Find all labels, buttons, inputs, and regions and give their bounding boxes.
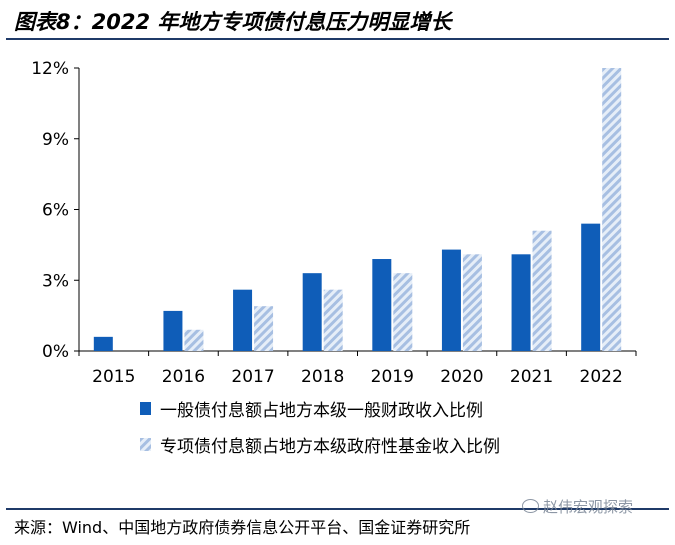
bar-chart: 0% 3% 6% 9% 12% 2015 2016 2017 2018 2019 2020 2021…: [31, 59, 637, 387]
bar-special-bond: [254, 306, 274, 351]
x-tick-label: 2018: [301, 367, 344, 387]
bar-special-bond: [462, 254, 482, 351]
x-tick-label: 2019: [371, 367, 414, 387]
y-tick-label: 0%: [42, 342, 69, 362]
y-tick-label: 9%: [42, 130, 69, 150]
legend-swatch-hatched: [140, 437, 151, 451]
bar-general-bond: [302, 273, 322, 351]
figure-title: 图表8：2022 年地方专项债付息压力明显增长: [14, 10, 452, 34]
y-tick-label: 3%: [42, 271, 69, 291]
y-tick-label: 6%: [42, 201, 69, 221]
bar-special-bond: [323, 289, 343, 351]
footer-divider: [6, 508, 669, 510]
x-tick-label: 2021: [510, 367, 553, 387]
legend-item-special-bond: 专项债付息额占地方本级政府性基金收入比例: [140, 432, 500, 457]
bar-special-bond: [393, 273, 413, 351]
bar-general-bond: [581, 223, 601, 351]
x-tick-label: 2016: [162, 367, 205, 387]
legend: 一般债付息额占地方本级一般财政收入比例 专项债付息额占地方本级政府性基金收入比例: [140, 396, 500, 468]
bar-general-bond: [441, 249, 461, 351]
bar-special-bond: [184, 329, 204, 351]
bar-general-bond: [372, 259, 392, 351]
bar-general-bond: [93, 336, 113, 351]
y-axis: 0% 3% 6% 9% 12%: [31, 59, 80, 362]
bar-special-bond: [602, 68, 622, 351]
bars: [93, 68, 622, 351]
bar-general-bond: [163, 310, 183, 351]
legend-swatch-solid: [140, 401, 151, 415]
wechat-icon: [522, 499, 539, 513]
x-tick-label: 2015: [92, 367, 135, 387]
bar-general-bond: [511, 254, 531, 351]
watermark-text: 赵伟宏观探索: [543, 498, 634, 516]
x-axis: 2015 2016 2017 2018 2019 2020 2021 2022: [78, 350, 637, 387]
y-tick-label: 12%: [31, 59, 69, 79]
source-note: 来源：Wind、中国地方政府债券信息公开平台、国金证券研究所: [14, 518, 471, 537]
bar-general-bond: [233, 289, 253, 351]
watermark: 赵伟宏观探索: [522, 496, 633, 517]
legend-label-special-bond: 专项债付息额占地方本级政府性基金收入比例: [160, 436, 500, 457]
legend-item-general-bond: 一般债付息额占地方本级一般财政收入比例: [140, 396, 500, 421]
x-tick-label: 2017: [231, 367, 274, 387]
x-tick-label: 2020: [440, 367, 483, 387]
x-tick-label: 2022: [580, 367, 623, 387]
title-divider: [6, 38, 669, 40]
legend-label-general-bond: 一般债付息额占地方本级一般财政收入比例: [160, 400, 483, 421]
bar-special-bond: [532, 230, 552, 351]
